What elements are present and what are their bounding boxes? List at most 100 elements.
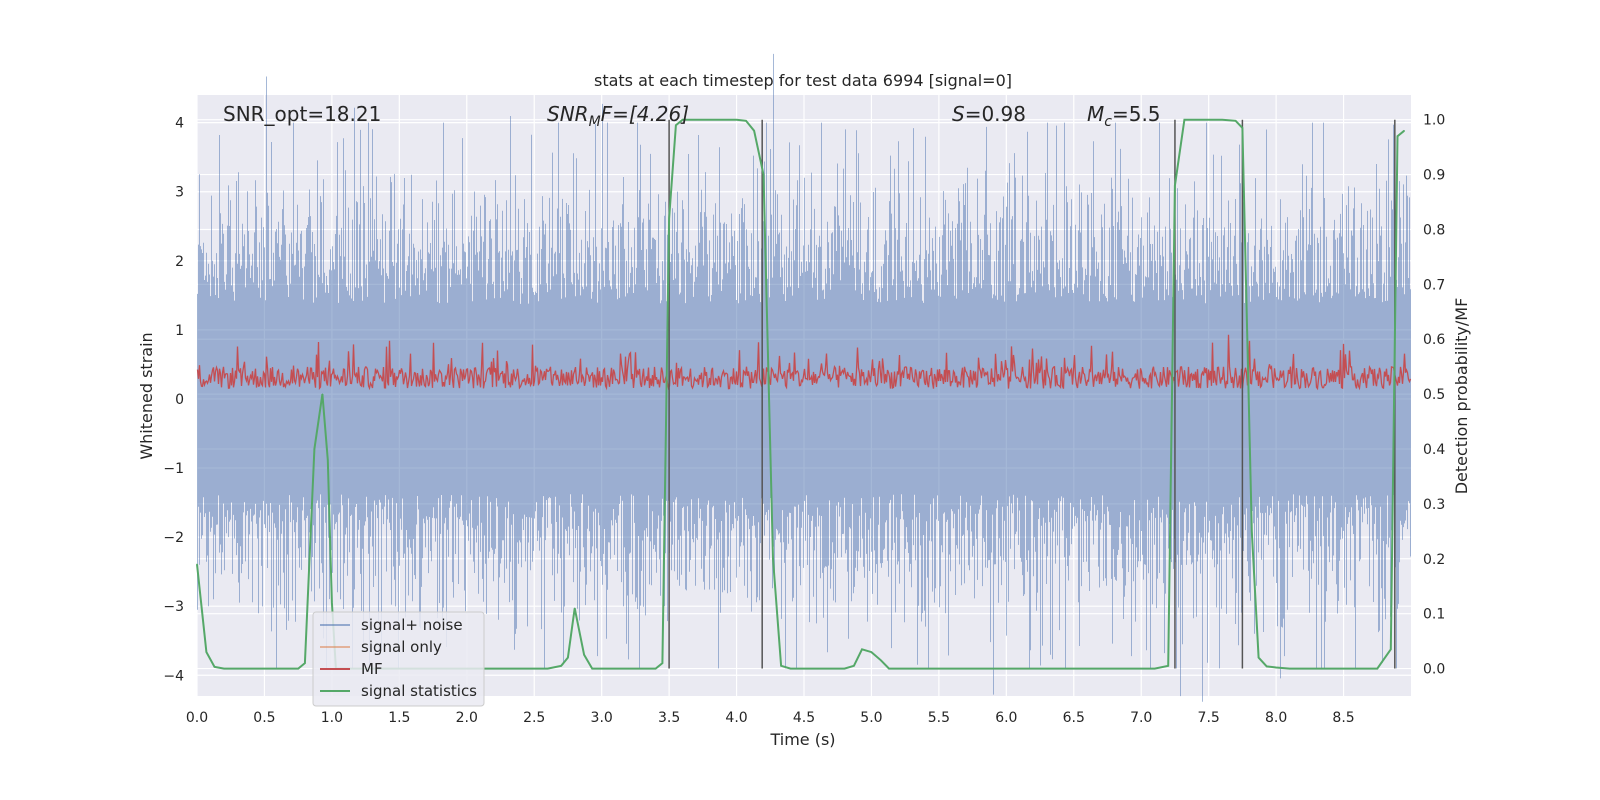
y-left-tick-label-2: 2 [175, 254, 184, 270]
signal-statistics-point [1208, 119, 1210, 121]
legend-entry-signal-noise: signal+ noise [320, 616, 463, 634]
annotation-snr-mf-sub: M [589, 114, 601, 130]
x-tick-label-11: 5.5 [928, 710, 950, 726]
signal-statistics-point [290, 667, 293, 670]
legend-label-signal-only: signal only [361, 638, 442, 656]
signal-statistics-point [277, 667, 279, 670]
signal-statistics-point [861, 648, 863, 650]
signal-statistics-point [1376, 667, 1378, 670]
signal-statistics-point [1167, 665, 1169, 667]
signal-statistics-point [250, 667, 252, 670]
signal-statistics-point [803, 667, 805, 670]
x-axis-ticks: 0.0 0.5 1.0 1.5 2.0 2.5 3.0 3.5 4.0 4.5 5.0 5.5 6.0 6… [186, 710, 1355, 726]
annotation-snr-mf: SNRMF=[4.26] [547, 102, 689, 130]
signal-statistics-point [682, 119, 684, 121]
signal-statistics-point [897, 667, 900, 670]
y-right-tick-label-1: 0.9 [1423, 168, 1445, 184]
annotation-s-rest: =0.98 [965, 102, 1026, 126]
signal-statistics-point [938, 667, 940, 670]
signal-statistics-point [1396, 135, 1399, 137]
annotation-snr-mf-rest: F=[4.26] [601, 102, 689, 126]
y-right-tick-label-3: 0.7 [1423, 277, 1445, 293]
y-left-tick-label-8: −4 [163, 668, 184, 684]
signal-statistics-point [1183, 119, 1185, 121]
signal-statistics-point [1154, 667, 1156, 670]
signal-statistics-point [493, 667, 495, 670]
signal-statistics-point [236, 667, 239, 670]
y-right-tick-label-4: 0.6 [1423, 332, 1445, 348]
signal-statistics-point [762, 173, 765, 176]
x-tick-label-13: 6.5 [1063, 710, 1085, 726]
signal-statistics-point [695, 119, 697, 121]
x-tick-label-10: 5.0 [860, 710, 882, 726]
signal-statistics-point [574, 607, 576, 609]
signal-statistics-point [668, 217, 670, 220]
signal-statistics-point [816, 667, 819, 670]
x-tick-label-6: 3.0 [591, 710, 613, 726]
x-axis-label: Time (s) [769, 730, 835, 749]
signal-statistics-point [661, 662, 663, 664]
y-right-tick-label-5: 0.5 [1423, 387, 1445, 403]
signal-statistics-point [1221, 119, 1223, 121]
x-tick-label-14: 7.0 [1130, 710, 1152, 726]
legend: signal+ noise signal only MF signal stat… [312, 611, 485, 707]
signal-statistics-point [1302, 667, 1304, 670]
x-tick-label-1: 0.5 [253, 710, 275, 726]
annotation-snr-opt: SNR_opt=18.21 [223, 102, 381, 126]
signal-statistics-point [1235, 120, 1237, 122]
x-tick-label-4: 2.0 [456, 710, 478, 726]
signal-statistics-point [628, 667, 630, 670]
annotation-mc-base: M [1087, 102, 1104, 126]
x-tick-label-17: 8.5 [1332, 710, 1354, 726]
legend-label-signal-noise: signal+ noise [361, 616, 463, 634]
signal-statistics-point [1019, 667, 1021, 670]
signal-statistics-point [614, 667, 616, 670]
x-tick-label-8: 4.0 [725, 710, 747, 726]
signal-statistics-point [1390, 648, 1392, 650]
signal-statistics-point [772, 558, 774, 560]
signal-statistics-point [1127, 667, 1129, 670]
signal-statistics-point [1356, 667, 1358, 670]
signal-statistics-point [321, 393, 324, 395]
signal-statistics-point [1257, 656, 1260, 659]
signal-statistics-point [304, 662, 306, 664]
y-right-tick-label-10: 0.0 [1423, 662, 1445, 678]
x-tick-label-2: 1.0 [321, 710, 343, 726]
signal-statistics-point [911, 667, 913, 670]
signal-statistics-point [655, 667, 657, 670]
annotation-s: S=0.98 [952, 102, 1026, 126]
signal-statistics-point [722, 119, 724, 121]
signal-statistics-point [263, 667, 266, 670]
legend-label-signal-statistics: signal statistics [361, 682, 477, 700]
mf-line [196, 334, 1412, 391]
signal-statistics-point [601, 667, 603, 670]
signal-statistics-point [223, 667, 225, 670]
y-right-axis-ticks: 1.0 0.9 0.8 0.7 0.6 0.5 0.4 0.3 0.2 0.1 0.0 [1423, 113, 1445, 678]
annotation-snr-mf-base: SNR [547, 102, 589, 126]
signal-statistics-point [745, 120, 747, 122]
legend-box [312, 611, 485, 707]
x-tick-label-16: 8.0 [1265, 710, 1287, 726]
signal-statistics-point [205, 651, 208, 653]
x-tick-label-0: 0.0 [186, 710, 208, 726]
legend-label-mf: MF [361, 660, 383, 678]
y-right-axis-label: Detection probability/MF [1452, 298, 1471, 495]
signal-statistics-point [520, 667, 522, 670]
x-tick-label-15: 7.5 [1198, 710, 1220, 726]
y-right-tick-label-6: 0.4 [1423, 442, 1445, 458]
signal-statistics-point [780, 665, 782, 667]
signal-statistics-point [196, 563, 198, 565]
y-left-tick-label-0: 4 [175, 116, 184, 132]
signal-statistics-point [1289, 667, 1291, 670]
signal-statistics-point [992, 667, 994, 670]
signal-statistics-point [1329, 667, 1331, 670]
y-left-tick-label-6: −2 [163, 530, 184, 546]
mf-series [196, 334, 1412, 391]
signal-statistics-point [591, 667, 593, 670]
signal-statistics-point [1194, 119, 1196, 121]
signal-statistics-point [870, 651, 873, 653]
signal-statistics-point [327, 459, 329, 461]
x-tick-label-9: 4.5 [793, 710, 815, 726]
y-right-tick-label-7: 0.3 [1423, 497, 1445, 513]
annotation-mc-sub: c [1104, 114, 1112, 130]
